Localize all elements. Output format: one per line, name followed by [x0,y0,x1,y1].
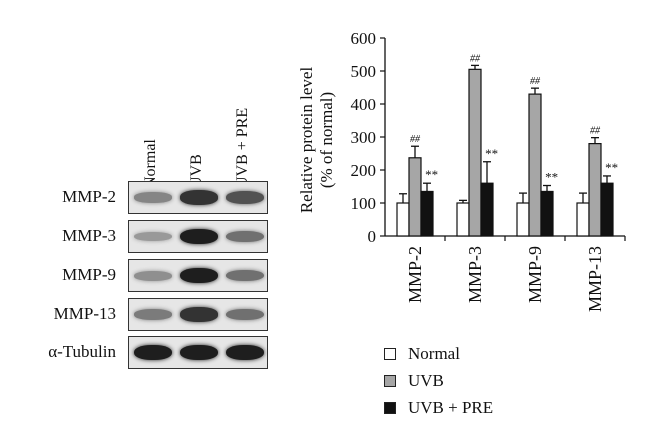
blot-band [180,190,218,205]
bar-uvb-mmp-2 [408,157,422,237]
blot-band [226,230,264,243]
plot-area: 0 100 200 300 400 500 600 ## ** MMP-2 ## ** MMP-3 ## *… [351,29,626,312]
legend-swatch [384,375,396,387]
y-tick-label: 300 [351,128,377,147]
legend-swatch [384,348,396,360]
legend-label: UVB [408,371,444,390]
legend-item: UVB [384,371,444,391]
blot-row-label-0: MMP-2 [62,187,116,206]
blot-band [180,228,218,245]
bar-normal-mmp-3 [456,202,470,237]
blot-band [180,307,218,322]
bar-uvb-pre-mmp-13 [600,182,614,237]
blot-row-label-4: α-Tubulin [48,342,116,361]
significance-marker: ** [425,167,439,182]
legend-label: Normal [408,344,460,363]
y-tick-label: 500 [351,62,377,81]
significance-marker: ** [605,160,619,175]
blot-band [226,269,264,282]
significance-marker: ## [410,134,421,145]
bar-uvb-pre-mmp-3 [480,182,494,237]
bar-normal-mmp-13 [576,202,590,237]
bar-uvb-mmp-13 [588,143,602,237]
blot-panel-3 [128,298,268,331]
blot-band [226,308,264,321]
y-tick-label: 0 [368,227,377,246]
y-axis-label-line1: Relative protein level [297,67,316,214]
blot-band [134,270,172,281]
y-tick-label: 400 [351,95,377,114]
y-axis-label-line2: (% of normal) [317,92,336,188]
legend-item: UVB + PRE [384,398,493,418]
blot-band [180,344,218,361]
blot-panel-0 [128,181,268,214]
blot-band [134,309,172,320]
significance-marker: ** [545,170,559,185]
y-tick-label: 600 [351,29,377,48]
y-tick-label: 100 [351,194,377,213]
blot-band [226,344,264,361]
x-tick-label: MMP-3 [465,246,485,303]
y-axis-label: Relative protein level (% of normal) [297,67,336,214]
significance-marker: ## [470,53,481,64]
blot-band [134,344,172,361]
blot-row-label-2: MMP-9 [62,265,116,284]
blot-row-label-3: MMP-13 [53,304,116,323]
blot-band [134,231,172,242]
y-tick-label: 200 [351,161,377,180]
blot-panel-4 [128,336,268,369]
bar-uvb-pre-mmp-9 [540,190,554,237]
bar-uvb-mmp-3 [468,68,482,237]
blot-band [180,267,218,284]
x-tick-label: MMP-2 [405,246,425,303]
blot-band [226,191,264,204]
blot-row-label-1: MMP-3 [62,226,116,245]
significance-marker: ** [485,146,499,161]
lane-label-2: UVB + PRE [234,107,251,188]
significance-marker: ## [590,126,601,137]
blot-panel-2 [128,259,268,292]
legend-item: Normal [384,344,460,364]
bar-uvb-mmp-9 [528,93,542,237]
legend-swatch [384,402,396,414]
significance-marker: ## [530,76,541,87]
blot-panel-1 [128,220,268,253]
bar-uvb-pre-mmp-2 [420,190,434,237]
bar-normal-mmp-2 [396,202,410,237]
x-tick-label: MMP-13 [585,246,605,312]
blot-band [134,192,172,203]
bar-normal-mmp-9 [516,202,530,237]
legend-label: UVB + PRE [408,398,494,417]
x-tick-label: MMP-9 [525,246,545,303]
